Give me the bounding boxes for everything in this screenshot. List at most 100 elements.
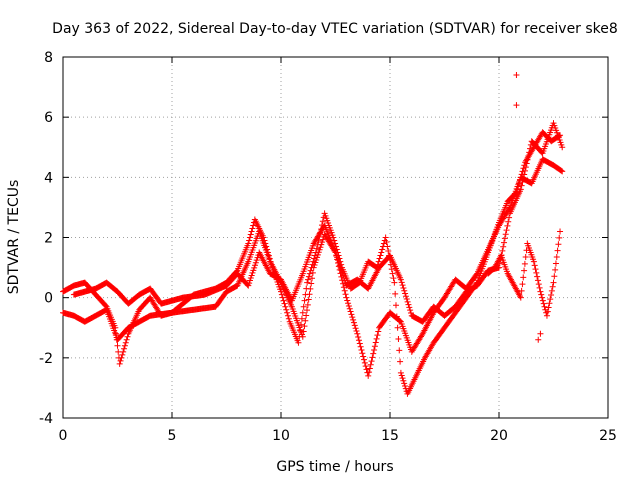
data-point <box>303 307 310 314</box>
data-point <box>383 239 390 246</box>
data-point <box>245 240 252 247</box>
data-point <box>340 280 347 287</box>
x-tick-labels: 0 5 10 15 20 25 <box>59 428 617 444</box>
data-point <box>394 324 401 331</box>
data-point <box>390 275 397 282</box>
y-tick-labels: -4 -2 0 2 4 6 8 <box>39 50 53 427</box>
data-point <box>551 273 558 280</box>
data-point <box>283 306 290 313</box>
data-point <box>370 350 377 357</box>
data-point <box>252 259 259 266</box>
data-point <box>245 282 252 289</box>
data-point <box>505 218 512 225</box>
data-point <box>388 266 395 273</box>
data-point <box>556 234 563 241</box>
data-point <box>521 167 528 174</box>
data-point <box>333 252 340 259</box>
chart-title: Day 363 of 2022, Sidereal Day-to-day VTE… <box>52 21 618 37</box>
data-point <box>278 291 285 298</box>
series-track-c <box>70 120 566 325</box>
data-point <box>304 279 311 286</box>
data-point <box>285 315 292 322</box>
data-point <box>501 239 508 246</box>
data-point <box>371 346 378 353</box>
data-point <box>518 287 525 294</box>
data-point <box>249 269 256 276</box>
data-point <box>350 316 357 323</box>
data-point <box>352 325 359 332</box>
data-point <box>319 236 326 243</box>
data-point <box>525 153 532 160</box>
data-point <box>550 279 557 286</box>
data-point <box>522 254 529 261</box>
data-point <box>342 291 349 298</box>
data-point <box>384 243 391 250</box>
data-point <box>545 304 552 311</box>
data-point <box>395 336 402 343</box>
data-point <box>354 330 361 337</box>
y-tick-label: 6 <box>44 110 53 126</box>
data-point <box>299 309 306 316</box>
data-point <box>250 222 257 229</box>
data-point <box>305 276 312 283</box>
data-point <box>315 249 322 256</box>
data-point <box>402 293 409 300</box>
data-point <box>317 244 324 251</box>
data-point <box>298 315 305 322</box>
data-point <box>344 297 351 304</box>
data-point <box>473 271 480 278</box>
data-point <box>400 284 407 291</box>
x-tick-label: 5 <box>168 428 177 444</box>
data-point <box>250 267 257 274</box>
y-tick-label: 4 <box>44 170 53 186</box>
data-point <box>397 358 404 365</box>
data-point <box>373 335 380 342</box>
data-point <box>120 348 127 355</box>
data-point <box>309 275 316 282</box>
data-point <box>247 274 254 281</box>
data-point <box>251 264 258 271</box>
data-point <box>350 319 357 326</box>
data-point <box>522 164 529 171</box>
data-point <box>502 231 509 238</box>
data-point <box>535 336 542 343</box>
data-point <box>123 336 130 343</box>
data-point <box>284 312 291 319</box>
data-point <box>348 311 355 318</box>
data-point <box>361 356 368 363</box>
data-point <box>339 269 346 276</box>
data-point <box>246 280 253 287</box>
data-point <box>114 342 121 349</box>
data-point <box>519 178 526 185</box>
data-point <box>404 298 411 305</box>
data-point <box>403 296 410 303</box>
data-point <box>541 303 548 310</box>
data-point <box>524 156 531 163</box>
data-point <box>539 297 546 304</box>
data-point <box>347 308 354 315</box>
data-point <box>382 234 389 241</box>
data-point <box>558 167 565 174</box>
data-point <box>534 277 541 284</box>
data-point <box>121 342 128 349</box>
data-point <box>246 234 253 241</box>
data-point <box>380 240 387 247</box>
data-point <box>418 332 425 339</box>
data-point <box>345 302 352 309</box>
data-point <box>397 369 404 376</box>
data-point <box>503 227 510 234</box>
data-point <box>555 241 562 248</box>
data-point <box>534 273 541 280</box>
data-point <box>306 270 313 277</box>
data-point <box>371 343 378 350</box>
x-tick-label: 15 <box>381 428 399 444</box>
data-point <box>249 225 256 232</box>
data-point <box>532 266 539 273</box>
data-point <box>341 277 348 284</box>
data-point <box>335 257 342 264</box>
x-tick-label: 20 <box>490 428 508 444</box>
data-point <box>360 353 367 360</box>
data-point <box>401 380 408 387</box>
data-point <box>546 300 553 307</box>
y-tick-label: -4 <box>39 411 53 427</box>
